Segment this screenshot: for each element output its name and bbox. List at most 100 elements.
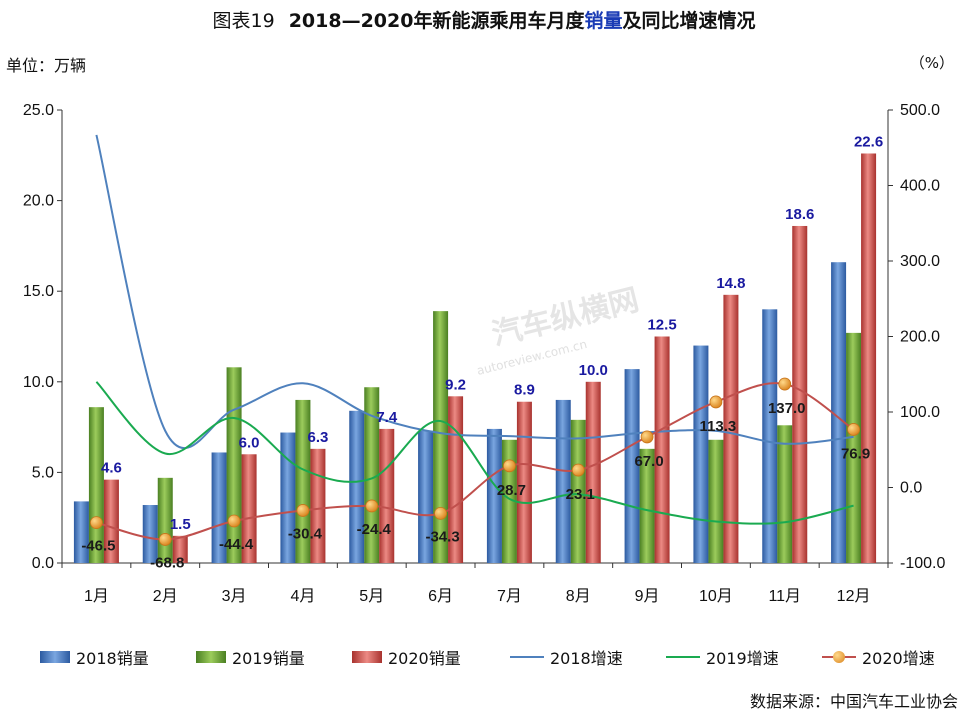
bar-2020	[792, 225, 808, 563]
bar-2018	[349, 410, 365, 563]
x-tick-label: 1月	[84, 588, 109, 605]
legend-item-2020-growth: 2020增速	[822, 645, 935, 669]
bar-2020	[585, 381, 601, 563]
marker-2020-growth	[571, 463, 585, 477]
marker-2020-growth	[503, 459, 516, 473]
bar-2020	[448, 396, 464, 563]
marker-2020-growth	[709, 395, 723, 409]
x-tick-label: 3月	[222, 588, 247, 605]
bar-2020	[723, 294, 739, 563]
marker-2020-growth	[365, 499, 379, 513]
bar-2020	[172, 535, 188, 563]
legend-label: 2018销量	[76, 649, 149, 668]
bar-2018	[762, 309, 778, 563]
bar-2020-value-label: 6.0	[239, 434, 260, 451]
legend-item-2018-growth: 2018增速	[510, 645, 623, 669]
bar-2019	[639, 448, 655, 563]
legend-line	[666, 656, 700, 658]
legend-line	[510, 656, 544, 658]
right-tick-label: 500.0	[900, 102, 940, 119]
right-tick-label: 300.0	[900, 253, 940, 270]
x-tick-label: 7月	[497, 588, 522, 605]
bar-2020-value-label: 4.6	[101, 460, 122, 477]
line-2019-growth	[95, 381, 854, 525]
marker-2020-growth	[296, 504, 310, 517]
bar-2020-value-label: 8.9	[514, 382, 535, 399]
data-source: 数据来源：中国汽车工业协会	[749, 692, 958, 711]
legend: 2018销量 2019销量 2020销量 2018增速 2019增速 2020增…	[0, 645, 968, 669]
watermark: 汽车纵横网 autoreview.com.cn	[475, 283, 642, 378]
bar-2018	[418, 430, 434, 563]
marker-2020-growth	[158, 533, 172, 546]
legend-swatch	[196, 651, 226, 663]
x-tick-label: 5月	[359, 588, 384, 605]
legend-label: 2018增速	[550, 649, 623, 668]
bar-2020	[103, 479, 119, 563]
left-tick-label: 15.0	[23, 283, 54, 300]
bars	[73, 153, 877, 563]
lines	[90, 134, 860, 546]
title-part2: 及同比增速情况	[622, 10, 756, 32]
growth-2020-value-label: 67.0	[634, 453, 663, 470]
growth-2020-value-label: -24.4	[357, 521, 392, 538]
marker-2020-growth	[90, 516, 103, 530]
bar-2019	[433, 311, 449, 563]
marker-2020-growth	[640, 430, 654, 444]
bar-2018	[211, 452, 227, 563]
bar-2019	[570, 419, 586, 563]
growth-2020-value-label: 76.9	[841, 445, 870, 462]
legend-swatch	[352, 651, 382, 663]
right-tick-label: 100.0	[900, 404, 940, 421]
bar-2019	[777, 425, 793, 563]
bar-2018	[73, 501, 89, 563]
bar-2020	[516, 401, 532, 563]
figure-number: 图表19	[212, 10, 275, 32]
x-tick-label: 4月	[290, 588, 315, 605]
axes: 0.0 5.0 10.0 15.0 20.0 25.0 -100.0 0.0 100.0 200.…	[23, 102, 946, 605]
legend-label: 2020增速	[862, 649, 935, 668]
legend-line	[822, 651, 856, 663]
bar-2020-value-label: 1.5	[170, 516, 191, 533]
bar-2020-value-label: 22.6	[854, 133, 883, 150]
x-tick-label: 11月	[768, 588, 801, 605]
left-tick-label: 0.0	[32, 555, 54, 572]
legend-label: 2020销量	[388, 649, 461, 668]
left-tick-label: 25.0	[23, 102, 54, 119]
bar-2018	[555, 399, 571, 563]
growth-2020-value-label: -30.4	[288, 525, 323, 542]
bar-2019	[226, 367, 242, 563]
line-2020-growth	[96, 382, 855, 541]
marker-2020-growth	[847, 423, 860, 436]
bar-2020-value-label: 7.4	[376, 409, 398, 426]
legend-marker	[833, 651, 845, 663]
growth-2020-value-label: -44.4	[219, 536, 254, 553]
bar-2019	[846, 332, 862, 563]
left-tick-label: 10.0	[23, 374, 54, 391]
left-tick-label: 20.0	[23, 193, 54, 210]
x-tick-label: 9月	[635, 588, 660, 605]
data-labels: 4.6 1.5 6.0 6.3 7.4 9.2 8.9 10.0 12.5 14.8 18.6 22.…	[81, 133, 883, 571]
bar-2020	[310, 448, 326, 563]
left-axis-unit: 单位：万辆	[6, 56, 87, 75]
bar-2018	[486, 428, 502, 563]
marker-2020-growth	[778, 377, 792, 391]
growth-2020-value-label: 23.1	[566, 486, 595, 503]
growth-2020-value-label: -34.3	[425, 528, 459, 545]
bar-2018	[693, 345, 709, 563]
bar-2020-value-label: 18.6	[785, 206, 814, 223]
left-tick-label: 5.0	[32, 464, 54, 481]
growth-2020-value-label: 113.3	[700, 418, 737, 435]
bar-2020	[861, 153, 877, 563]
bar-2019	[295, 399, 311, 563]
right-axis-unit: （%）	[909, 54, 954, 72]
growth-2020-value-label: 28.7	[497, 482, 526, 499]
bar-2020-value-label: 10.0	[579, 362, 608, 379]
bar-2020-value-label: 14.8	[716, 275, 745, 292]
legend-item-2019-growth: 2019增速	[666, 645, 779, 669]
growth-2020-value-label: -46.5	[81, 538, 115, 555]
bar-2019	[364, 387, 380, 563]
bar-2018	[624, 369, 640, 563]
x-tick-label: 10月	[699, 588, 733, 605]
x-tick-label: 2月	[153, 588, 178, 605]
right-tick-label: 200.0	[900, 329, 940, 346]
